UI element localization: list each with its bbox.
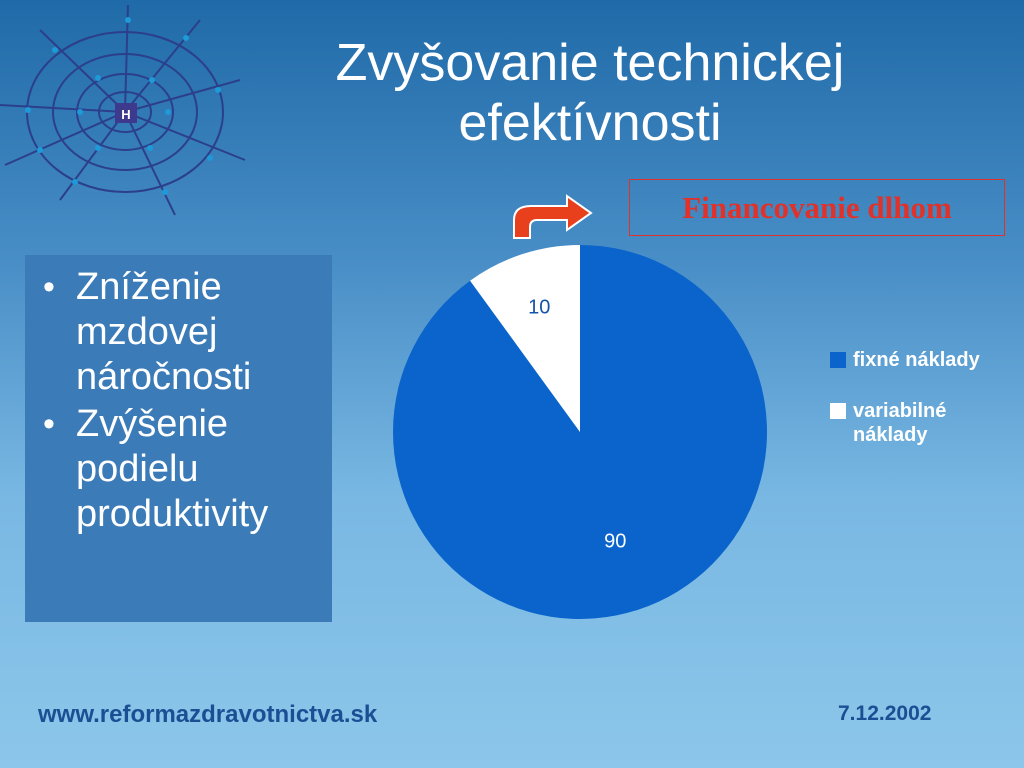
logo-letter: H: [121, 107, 130, 122]
footer-date: 7.12.2002: [838, 702, 932, 725]
financing-callout: Financovanie dlhom: [629, 179, 1005, 236]
pie-value-label: 90: [604, 530, 626, 552]
bullet-dot: •: [43, 268, 55, 306]
chart-legend: fixné náklady variabilné náklady: [830, 348, 1003, 474]
title-line-2: efektívnosti: [458, 93, 722, 152]
bullet-item: • Zníženie mzdovej náročnosti: [43, 265, 332, 400]
bullet-item: • Zvýšenie podielu produktivity: [43, 402, 332, 537]
bullet-text: Zníženie mzdovej náročnosti: [76, 266, 252, 398]
spider-web-logo: H: [0, 4, 246, 216]
bullet-dot: •: [43, 405, 55, 443]
legend-item-fixed: fixné náklady: [830, 348, 1003, 372]
footer-website-link[interactable]: www.reformazdravotnictva.sk: [38, 701, 378, 728]
pie-slice: [470, 245, 580, 432]
pie-slice: [392, 245, 767, 619]
legend-label: fixné náklady: [853, 349, 980, 371]
title-line-1: Zvyšovanie technickej: [335, 34, 845, 92]
curved-arrow-icon: [513, 194, 593, 239]
legend-label: variabilné náklady: [853, 400, 947, 446]
legend-swatch: [830, 403, 846, 419]
pie-chart: 90 10: [392, 245, 767, 619]
pie-value-label: 10: [528, 296, 550, 318]
legend-swatch: [830, 352, 846, 368]
bullet-panel: • Zníženie mzdovej náročnosti • Zvýšenie…: [25, 255, 332, 622]
slide-title: Zvyšovanie technickej efektívnosti: [250, 34, 930, 154]
bullet-text: Zvýšenie podielu produktivity: [76, 403, 269, 535]
legend-item-variable: variabilné náklady: [830, 399, 1003, 447]
